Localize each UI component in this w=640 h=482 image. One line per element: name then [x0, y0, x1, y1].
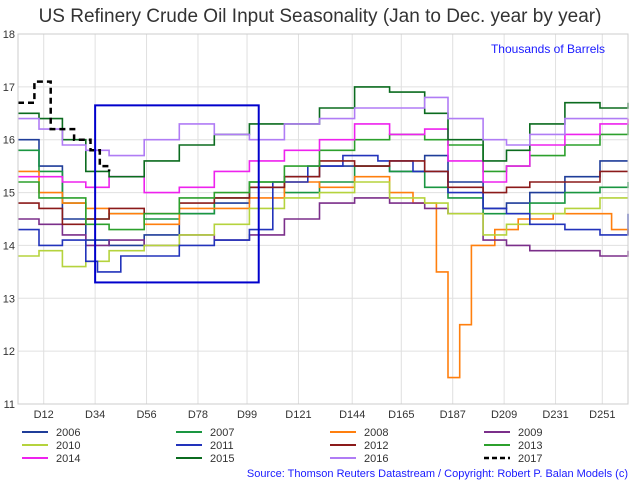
x-tick-label: D121	[285, 409, 311, 421]
x-tick-label: D209	[491, 409, 517, 421]
series-lines	[18, 80, 629, 379]
y-tick-label: 13	[3, 293, 15, 305]
legend-label-2016: 2016	[364, 453, 388, 465]
y-tick-label: 16	[3, 135, 15, 147]
x-tick-label: D34	[85, 409, 105, 421]
x-tick-label: D251	[589, 409, 615, 421]
legend-label-2013: 2013	[518, 440, 542, 452]
y-tick-label: 14	[3, 240, 15, 252]
legend: 2006 2007 2008 2009 2010 2011 2012 2013 2014 2015…	[22, 427, 542, 465]
legend-label-2006: 2006	[56, 427, 80, 439]
x-tick-label: D56	[136, 409, 156, 421]
y-axis-ticks: 11 12 13 14 15 16 17 18	[3, 29, 15, 411]
series-line-2012	[18, 160, 628, 226]
legend-label-2014: 2014	[56, 453, 80, 465]
y-tick-label: 12	[3, 346, 15, 358]
y-tick-label: 15	[3, 188, 15, 200]
legend-label-2008: 2008	[364, 427, 388, 439]
x-tick-label: D231	[542, 409, 568, 421]
highlight-box	[94, 104, 260, 284]
series-line-2015	[18, 86, 629, 178]
x-tick-label: D165	[388, 409, 414, 421]
legend-label-2010: 2010	[56, 440, 80, 452]
legend-label-2012: 2012	[364, 440, 388, 452]
x-tick-label: D99	[237, 409, 257, 421]
series-line-2009	[18, 197, 629, 257]
legend-label-2007: 2007	[210, 427, 234, 439]
series-line-2017	[18, 80, 111, 172]
x-tick-label: D187	[440, 409, 466, 421]
legend-label-2015: 2015	[210, 453, 234, 465]
legend-label-2009: 2009	[518, 427, 542, 439]
y-tick-label: 17	[3, 82, 15, 94]
x-tick-label: D12	[34, 409, 54, 421]
source-note: Source: Thomson Reuters Datastream / Cop…	[247, 468, 628, 480]
legend-label-2011: 2011	[210, 440, 234, 452]
series-line-2014	[18, 118, 629, 194]
legend-label-2017: 2017	[518, 453, 542, 465]
y-tick-label: 18	[3, 29, 15, 41]
plot-frame	[17, 33, 629, 405]
chart-title: US Refinery Crude Oil Input Seasonality …	[39, 6, 602, 27]
y-tick-label: 11	[4, 399, 15, 411]
x-tick-label: D144	[339, 409, 365, 421]
x-tick-label: D78	[188, 409, 208, 421]
unit-label: Thousands of Barrels	[491, 42, 605, 56]
x-axis-ticks: D12 D34 D56 D78 D99 D121 D144 D165 D187 D209 D231 D…	[34, 409, 616, 421]
